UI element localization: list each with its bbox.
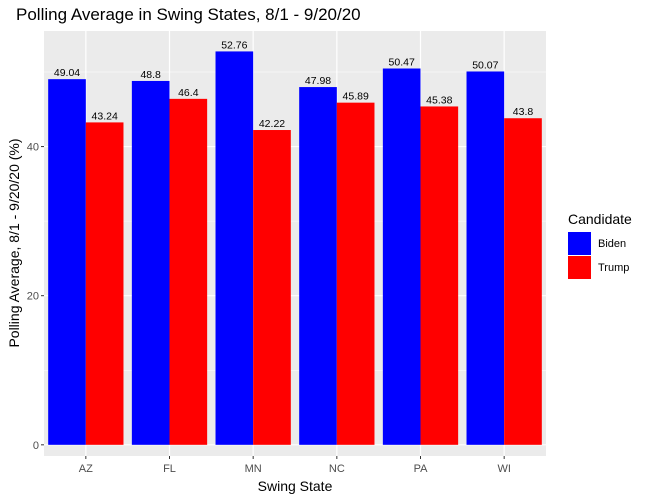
- legend-title: Candidate: [568, 211, 632, 227]
- bar-trump-mn: [253, 130, 291, 445]
- data-label-trump-fl: 46.4: [178, 87, 199, 99]
- bar-biden-az: [48, 79, 86, 445]
- y-tick-label: 20: [27, 291, 39, 303]
- data-label-trump-mn: 42.22: [259, 118, 285, 130]
- data-label-biden-nc: 47.98: [305, 75, 331, 87]
- bar-biden-fl: [131, 80, 170, 445]
- bar-trump-az: [85, 122, 124, 445]
- legend-swatch-biden: [568, 232, 591, 255]
- data-label-trump-az: 43.24: [92, 110, 118, 122]
- data-label-biden-wi: 50.07: [472, 59, 498, 71]
- bar-trump-fl: [169, 98, 208, 445]
- data-label-trump-nc: 45.89: [343, 91, 369, 103]
- x-tick-label-wi: WI: [497, 463, 510, 475]
- data-label-biden-mn: 52.76: [221, 39, 247, 51]
- legend-label-trump: Trump: [598, 262, 629, 274]
- bars: [48, 51, 542, 445]
- bar-trump-nc: [336, 102, 375, 445]
- x-tick-label-pa: PA: [414, 463, 429, 475]
- bar-trump-pa: [420, 106, 459, 445]
- bar-biden-nc: [299, 87, 337, 445]
- data-label-biden-fl: 48.8: [140, 69, 161, 81]
- bar-biden-wi: [466, 71, 505, 445]
- x-tick-label-mn: MN: [245, 463, 262, 475]
- data-label-trump-pa: 45.38: [426, 94, 452, 106]
- data-labels: 49.04 43.24 48.8 46.4 52.76 42.22 47.98 45.89 50…: [54, 39, 534, 130]
- bar-biden-mn: [215, 51, 254, 445]
- y-tick-label: 0: [33, 440, 39, 452]
- data-label-biden-az: 49.04: [54, 67, 80, 79]
- chart-title: Polling Average in Swing States, 8/1 - 9…: [16, 5, 361, 24]
- x-axis: AZ FL MN NC PA WI: [79, 456, 511, 475]
- plot-panel: [44, 31, 546, 456]
- bar-trump-wi: [504, 118, 542, 445]
- legend-label-biden: Biden: [598, 238, 626, 250]
- bar-biden-pa: [382, 68, 421, 445]
- y-axis: 0 20 40: [27, 142, 44, 452]
- y-axis-title: Polling Average, 8/1 - 9/20/20 (%): [6, 138, 22, 347]
- y-tick-label: 40: [27, 142, 39, 154]
- legend-swatch-trump: [568, 256, 591, 279]
- legend: Candidate Biden Trump: [568, 211, 632, 279]
- data-label-biden-pa: 50.47: [389, 57, 415, 69]
- x-axis-title: Swing State: [258, 478, 333, 494]
- data-label-trump-wi: 43.8: [513, 106, 534, 118]
- x-tick-label-fl: FL: [163, 463, 176, 475]
- x-tick-label-az: AZ: [79, 463, 93, 475]
- x-tick-label-nc: NC: [329, 463, 345, 475]
